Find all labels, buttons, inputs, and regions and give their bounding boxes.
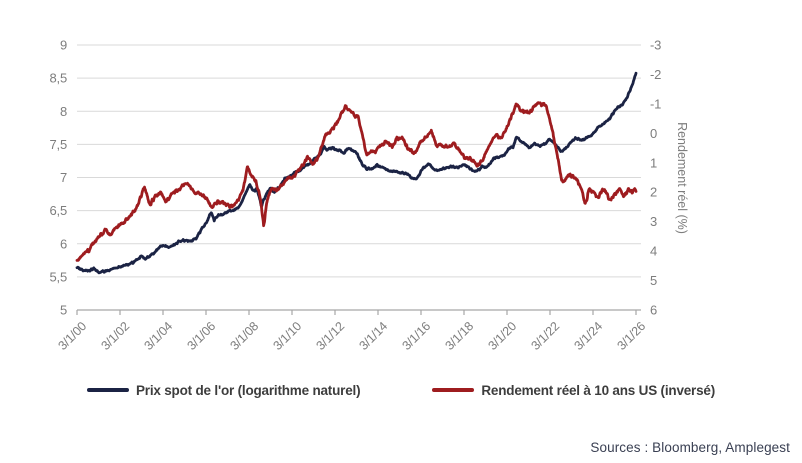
real-yield-line-swatch-icon: [432, 388, 475, 392]
x-axis-tick-label: 3/1/04: [141, 319, 175, 353]
x-axis-tick-label: 3/1/16: [399, 319, 433, 353]
x-axis-tick-label: 3/1/08: [227, 319, 261, 353]
legend-label-gold: Prix spot de l'or (logarithme naturel): [135, 382, 361, 398]
left-axis-tick-label: 9: [60, 38, 67, 53]
left-axis-tick-label: 5,5: [50, 269, 67, 284]
left-axis-tick-label: 6: [60, 236, 67, 251]
x-axis-tick-label: 3/1/20: [485, 319, 519, 353]
left-axis-tick-label: 7: [60, 170, 67, 185]
x-axis-tick-label: 3/1/18: [442, 319, 476, 353]
x-axis-tick-label: 3/1/24: [571, 319, 605, 353]
right-axis-tick-label: 1: [650, 155, 657, 170]
gold-line-swatch-icon: [86, 388, 129, 392]
x-axis-tick-label: 3/1/14: [356, 319, 390, 353]
x-axis: [76, 309, 641, 315]
left-axis-tick-label: 8: [60, 104, 67, 119]
gridlines: [77, 44, 641, 278]
left-axis-tick-label: 5: [60, 303, 67, 318]
x-axis-tick-label: 3/1/10: [270, 319, 304, 353]
x-axis-tick-label: 3/1/02: [98, 319, 132, 353]
right-axis-tick-label: 2: [650, 185, 657, 200]
chart-legend: Prix spot de l'or (logarithme naturel) R…: [0, 380, 802, 400]
x-axis-tick-label: 3/1/12: [313, 319, 347, 353]
gold-vs-real-yield-chart: 9 8,5 8 7,5 7 6,5 6 5,5 5 -3 -2 -1 0 1 2 3 4 5 6 3/1/00 3/1/…: [50, 38, 689, 353]
real-yield-line: [75, 101, 638, 262]
sources-note: Sources : Bloomberg, Amplegest: [590, 440, 790, 455]
left-axis-tick-label: 8,5: [50, 71, 67, 86]
x-axis-tick-label: 3/1/00: [55, 319, 89, 353]
x-axis-tick-label: 3/1/22: [528, 319, 562, 353]
right-axis-tick-label: -3: [650, 38, 661, 53]
x-axis-tick-label: 3/1/06: [184, 319, 218, 353]
right-axis-tick-label: -2: [650, 67, 661, 82]
x-axis-tick-label: 3/1/26: [614, 319, 648, 353]
right-axis-tick-label: 0: [650, 126, 657, 141]
gold-price-line: [75, 71, 638, 275]
legend-label-real-yield: Rendement réel à 10 ans US (inversé): [481, 382, 716, 398]
right-axis-tick-label: 4: [650, 244, 657, 259]
right-axis-tick-label: -1: [650, 96, 661, 111]
left-axis-tick-label: 6,5: [50, 203, 67, 218]
data-series: [75, 71, 638, 275]
right-axis-tick-label: 6: [650, 303, 657, 318]
right-axis-tick-label: 5: [650, 273, 657, 288]
right-axis-tick-label: 3: [650, 214, 657, 229]
right-axis-title: Rendement réel (%): [675, 122, 689, 234]
legend-item-real-yield: Rendement réel à 10 ans US (inversé): [432, 383, 715, 398]
legend-item-gold: Prix spot de l'or (logarithme naturel): [86, 382, 361, 398]
left-axis-tick-label: 7,5: [50, 137, 67, 152]
